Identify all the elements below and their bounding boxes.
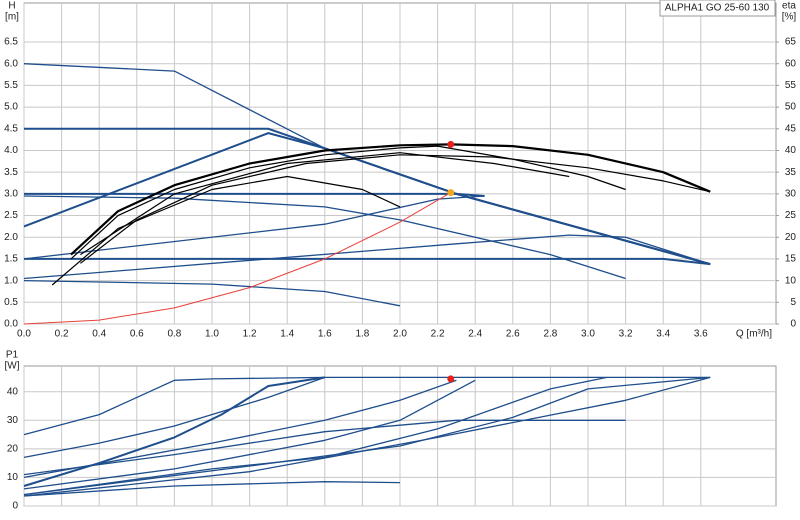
- curve: [80, 154, 711, 264]
- x-tick-label: 1.2: [243, 329, 257, 340]
- curve: [23, 376, 326, 459]
- x-tick-label: 1.4: [280, 329, 294, 340]
- y2-tick-label: 35: [785, 167, 797, 178]
- chart-title: ALPHA1 GO 25-60 130: [665, 3, 770, 14]
- y2-unit: [%]: [782, 12, 797, 23]
- y2-tick-label: 50: [785, 102, 797, 113]
- curve: [23, 419, 626, 476]
- y-tick-label: 40: [7, 386, 19, 397]
- x-tick-label: 1.0: [205, 329, 219, 340]
- x-tick-label: 3.2: [619, 329, 633, 340]
- x-tick-label: 0.6: [130, 329, 144, 340]
- y2-tick-label: 45: [785, 123, 797, 134]
- y-tick-label: 10: [7, 472, 19, 483]
- y2-tick-label: 55: [785, 80, 797, 91]
- y2-tick-label: 30: [785, 189, 797, 200]
- x-tick-label: 0.4: [92, 329, 106, 340]
- x-tick-label: 1.8: [355, 329, 369, 340]
- curve: [23, 376, 607, 496]
- y2-tick-label: 10: [785, 275, 797, 286]
- y-tick-label: 3.0: [4, 189, 18, 200]
- x-tick-label: 1.6: [318, 329, 332, 340]
- y-unit: [W]: [5, 361, 20, 372]
- curve: [70, 145, 626, 260]
- operating-point: [447, 140, 455, 148]
- curve: [23, 379, 457, 479]
- y-tick-label: 6.5: [4, 37, 18, 48]
- y2-tick-label: 15: [785, 254, 797, 265]
- curve: [23, 234, 711, 280]
- curve: [80, 152, 570, 256]
- operating-point: [447, 375, 455, 383]
- operating-point: [447, 189, 455, 197]
- y2-tick-label: 20: [785, 232, 797, 243]
- curve: [23, 376, 711, 497]
- x-tick-label: 0.2: [55, 329, 69, 340]
- y-unit: [m]: [5, 12, 19, 23]
- y2-tick-label: 25: [785, 210, 797, 221]
- y-tick-label: 30: [7, 415, 19, 426]
- y2-tick-label: 60: [785, 58, 797, 69]
- y-tick-label: 4.0: [4, 145, 18, 156]
- y-tick-label: 0.5: [4, 297, 18, 308]
- y-tick-label: 6.0: [4, 58, 18, 69]
- y-tick-label: 1.5: [4, 254, 18, 265]
- curve: [24, 192, 485, 197]
- y-tick-label: 2.5: [4, 210, 18, 221]
- curve: [23, 376, 711, 496]
- title-box: [659, 0, 776, 17]
- x-tick-label: 3.4: [656, 329, 670, 340]
- y-tick-label: 1.0: [4, 275, 18, 286]
- y-tick-label: 0.0: [4, 319, 18, 330]
- curve: [23, 279, 401, 307]
- y-label: H: [8, 1, 15, 12]
- x-tick-label: 2.0: [393, 329, 407, 340]
- y-tick-label: 20: [7, 443, 19, 454]
- x-tick-label: 2.6: [506, 329, 520, 340]
- x-tick-label: 0.8: [167, 329, 181, 340]
- x-label: Q [m³/h]: [736, 329, 772, 340]
- y2-tick-label: 5: [790, 297, 796, 308]
- y-tick-label: 5.0: [4, 102, 18, 113]
- y2-tick-label: 65: [785, 37, 797, 48]
- curve: [23, 195, 485, 260]
- y2-label: eta: [782, 1, 796, 12]
- y-tick-label: 2.0: [4, 232, 18, 243]
- y-label: P1: [6, 350, 19, 361]
- curve: [23, 376, 711, 436]
- x-tick-label: 2.4: [468, 329, 482, 340]
- y-tick-label: 5.5: [4, 80, 18, 91]
- x-tick-label: 2.2: [431, 329, 445, 340]
- curve: [23, 192, 452, 325]
- curve: [23, 481, 401, 497]
- x-tick-label: 2.8: [543, 329, 557, 340]
- curve: [70, 143, 711, 256]
- y-tick-label: 0: [12, 501, 18, 512]
- curve: [24, 257, 711, 266]
- y-tick-label: 3.5: [4, 167, 18, 178]
- y-tick-label: 4.5: [4, 123, 18, 134]
- y2-tick-label: 40: [785, 145, 797, 156]
- x-tick-label: 3.0: [581, 329, 595, 340]
- y2-tick-label: 0: [790, 319, 796, 330]
- curve: [23, 132, 711, 266]
- x-tick-label: 0.0: [17, 329, 31, 340]
- curve: [23, 379, 476, 490]
- x-tick-label: 3.6: [694, 329, 708, 340]
